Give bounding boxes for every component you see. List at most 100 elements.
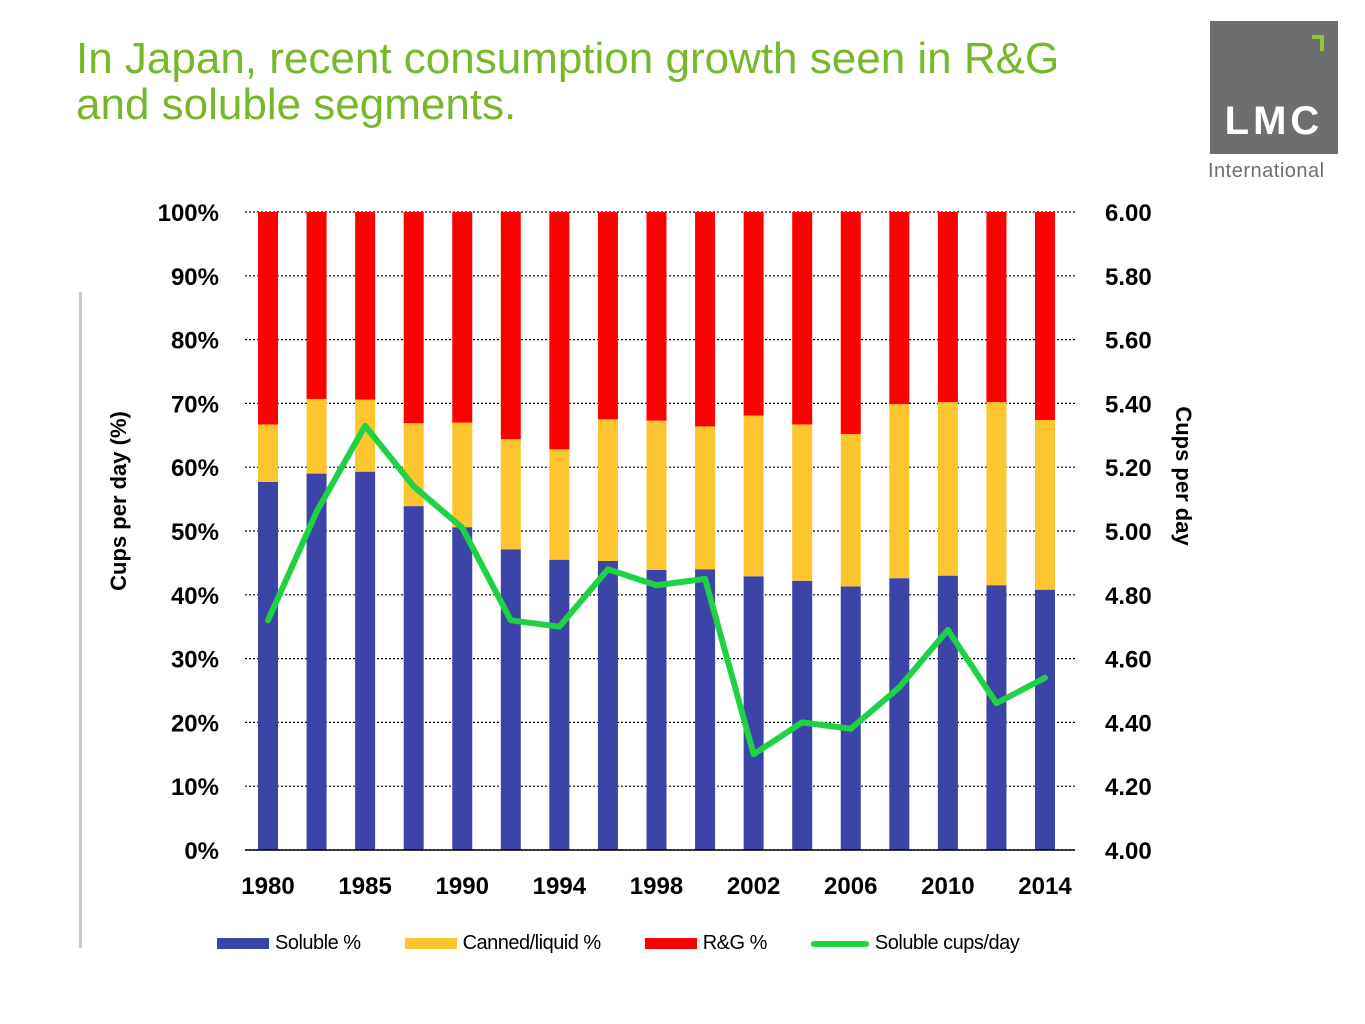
corner-bracket-icon	[1312, 35, 1324, 51]
y-axis-title: Cups per day (%)	[106, 411, 131, 591]
y2-tick-label: 4.40	[1105, 710, 1152, 737]
bar-rg	[452, 212, 473, 423]
y-tick-label: 30%	[171, 647, 219, 674]
bar-canned	[403, 423, 424, 507]
bar-soluble	[792, 580, 813, 850]
legend-item-soluble-cups: Soluble cups/day	[810, 932, 1020, 955]
y-tick-label: 60%	[171, 455, 219, 482]
x-tick-label: 2014	[1018, 873, 1072, 900]
legend-swatch-soluble-cups	[810, 940, 869, 947]
legend-item-rg: R&G %	[644, 932, 768, 955]
bar-rg	[597, 212, 618, 420]
bar-rg	[1035, 212, 1055, 420]
bar-canned	[258, 424, 278, 482]
title-line-1: In Japan, recent consumption growth seen…	[76, 34, 1060, 83]
bar-rg	[840, 212, 861, 435]
bar-soluble	[1035, 589, 1055, 850]
bar-soluble	[452, 527, 473, 850]
y2-axis-title: Cups per day	[1171, 406, 1196, 546]
bar-soluble	[500, 549, 521, 850]
y-tick-label: 100%	[158, 200, 219, 227]
bar-soluble	[597, 560, 618, 850]
bar-soluble	[937, 575, 958, 850]
x-tick-label: 2010	[921, 873, 974, 900]
y-tick-label: 10%	[171, 774, 219, 801]
y2-tick-label: 4.00	[1105, 838, 1152, 865]
y2-tick-label: 6.00	[1105, 200, 1152, 227]
logo-mark: LMC	[1224, 99, 1324, 143]
bar-canned	[500, 439, 521, 550]
y-tick-label: 90%	[171, 264, 219, 291]
x-tick-label: 1998	[630, 873, 683, 900]
y2-tick-label: 4.20	[1105, 774, 1152, 801]
bar-rg	[258, 212, 278, 425]
bar-soluble	[549, 559, 570, 850]
legend-label-soluble: Soluble %	[275, 932, 361, 954]
y-tick-label: 50%	[171, 519, 219, 546]
title-line-2: and soluble segments.	[76, 80, 517, 129]
slide-title: In Japan, recent consumption growth seen…	[76, 36, 1186, 128]
bar-rg	[355, 212, 376, 400]
bar-rg	[695, 212, 716, 427]
legend-item-soluble: Soluble %	[217, 932, 361, 955]
bar-canned	[840, 434, 861, 587]
bar-soluble	[258, 481, 278, 850]
bar-canned	[1035, 419, 1055, 590]
y2-tick-label: 4.60	[1105, 647, 1152, 674]
logo-subtitle: International	[1208, 160, 1325, 182]
y2-tick-label: 5.80	[1105, 264, 1152, 291]
x-tick-label: 1985	[338, 873, 391, 900]
bar-canned	[597, 419, 618, 561]
bar-rg	[986, 212, 1007, 403]
bar-soluble	[403, 506, 424, 850]
y2-tick-label: 5.00	[1105, 519, 1152, 546]
company-logo: LMC	[1210, 21, 1338, 154]
bar-soluble	[355, 471, 376, 850]
bar-rg	[500, 212, 521, 440]
y-tick-label: 70%	[171, 391, 219, 418]
bar-soluble	[889, 578, 910, 850]
legend-swatch-soluble	[217, 938, 269, 949]
bar-soluble	[743, 576, 764, 850]
bar-rg	[937, 212, 958, 403]
legend-swatch-rg	[644, 938, 697, 949]
bar-canned	[355, 399, 376, 472]
x-tick-label: 2002	[727, 873, 780, 900]
bar-canned	[646, 420, 667, 570]
x-tick-label: 1994	[533, 873, 587, 900]
bar-soluble	[986, 585, 1007, 850]
y2-tick-label: 5.60	[1105, 328, 1152, 355]
y-tick-label: 0%	[184, 838, 219, 865]
chart-legend: Soluble % Canned/liquid % R&G % Soluble …	[217, 932, 1063, 955]
y-tick-label: 80%	[171, 328, 219, 355]
legend-label-canned: Canned/liquid %	[462, 932, 602, 954]
bar-rg	[549, 212, 570, 450]
bar-canned	[452, 422, 473, 528]
y-tick-label: 20%	[171, 710, 219, 737]
legend-label-soluble-cups: Soluble cups/day	[874, 932, 1020, 954]
bar-canned	[986, 402, 1007, 586]
x-tick-label: 1990	[436, 873, 489, 900]
bar-rg	[792, 212, 813, 425]
bar-canned	[306, 398, 327, 474]
y2-tick-label: 5.40	[1105, 391, 1152, 418]
bar-rg	[306, 212, 327, 399]
bar-soluble	[695, 569, 716, 850]
side-divider	[79, 292, 82, 948]
bar-canned	[695, 426, 716, 570]
legend-swatch-canned	[404, 938, 457, 949]
bar-canned	[889, 404, 910, 579]
bar-canned	[937, 402, 958, 576]
x-tick-label: 1980	[241, 873, 294, 900]
bar-canned	[549, 449, 570, 560]
bar-soluble	[840, 586, 861, 850]
legend-label-rg: R&G %	[702, 932, 768, 954]
bar-soluble	[306, 473, 327, 850]
bar-rg	[646, 212, 667, 421]
bar-rg	[889, 212, 910, 405]
bar-canned	[792, 424, 813, 581]
y2-tick-label: 5.20	[1105, 455, 1152, 482]
x-tick-label: 2006	[824, 873, 877, 900]
bar-soluble	[646, 569, 667, 850]
